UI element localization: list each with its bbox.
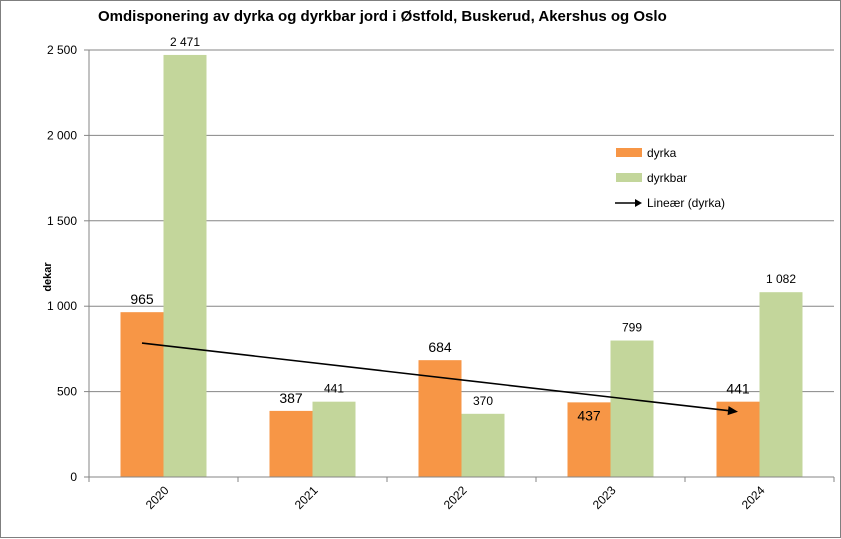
data-label-dyrka-2023: 437 (577, 407, 601, 423)
data-label-dyrka-2024: 441 (726, 381, 750, 397)
x-tick-label-2022: 2022 (441, 483, 470, 512)
y-tick-label: 1 000 (47, 299, 77, 313)
chart-title: Omdisponering av dyrka og dyrkbar jord i… (98, 8, 667, 25)
y-axis-label: dekar (42, 262, 54, 292)
bars (120, 54, 803, 478)
bar-dyrkbar-2023 (610, 340, 654, 477)
data-label-dyrka-2022: 684 (428, 339, 452, 355)
bar-dyrkbar-2020 (163, 54, 207, 478)
data-label-dyrka-2020: 965 (130, 291, 154, 307)
legend-trendline-arrow-icon (635, 199, 642, 207)
bar-dyrkbar-2022 (461, 413, 505, 477)
y-tick-label: 500 (57, 385, 77, 399)
data-label-dyrkbar-2020: 2 471 (170, 35, 200, 49)
data-label-dyrkbar-2024: 1 082 (766, 272, 796, 286)
bar-dyrkbar-2024 (759, 292, 803, 477)
y-tick-label: 2 000 (47, 128, 77, 142)
y-tick-label: 2 500 (47, 43, 77, 57)
legend-label-trendline: Lineær (dyrka) (647, 196, 725, 210)
data-label-dyrkbar-2023: 799 (622, 321, 642, 335)
data-labels: 965 2 471 387 441 684 370 437 799 441 1 082 (130, 35, 796, 423)
y-tick-label: 0 (70, 470, 77, 484)
gridlines (84, 49, 834, 478)
data-label-dyrkbar-2022: 370 (473, 394, 493, 408)
bar-dyrka-2023 (567, 402, 611, 477)
legend: dyrka dyrkbar Lineær (dyrka) (615, 146, 725, 210)
trendline-arrow-icon (727, 406, 738, 416)
x-tick-labels: 2020 2021 2022 2023 2024 (143, 483, 768, 512)
legend-label-dyrka: dyrka (647, 146, 677, 160)
legend-swatch-dyrka (616, 148, 642, 157)
axes (88, 50, 835, 482)
legend-label-dyrkbar: dyrkbar (647, 171, 687, 185)
bar-dyrka-2024 (716, 401, 760, 477)
y-tick-label: 1 500 (47, 214, 77, 228)
trendline-line (141, 342, 731, 412)
data-label-dyrkbar-2021: 441 (324, 382, 344, 396)
x-tick-label-2024: 2024 (739, 483, 768, 512)
bar-dyrkbar-2021 (312, 401, 356, 477)
bar-dyrka-2020 (120, 312, 164, 477)
y-tick-labels: 0 500 1 000 1 500 2 000 2 500 (47, 43, 77, 484)
x-tick-label-2023: 2023 (590, 483, 619, 512)
data-label-dyrka-2021: 387 (279, 390, 303, 406)
x-tick-label-2020: 2020 (143, 483, 172, 512)
bar-dyrka-2021 (269, 410, 313, 477)
trendline (141, 342, 738, 416)
legend-swatch-dyrkbar (616, 173, 642, 182)
x-tick-label-2021: 2021 (292, 483, 321, 512)
